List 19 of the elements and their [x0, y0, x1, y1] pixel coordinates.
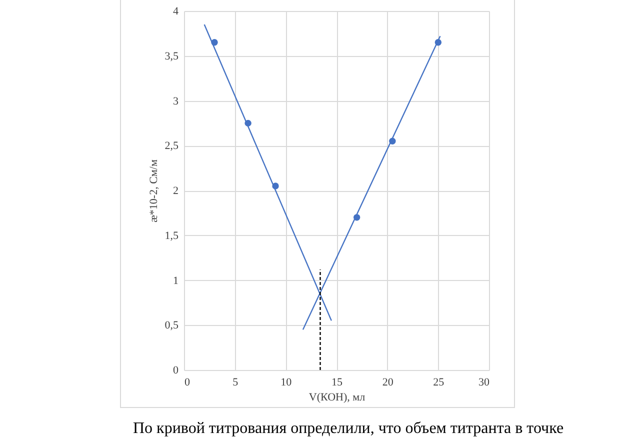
x-tick-label: 30 — [478, 376, 490, 388]
x-tick-label: 5 — [232, 376, 239, 388]
y-tick-label: 2,5 — [164, 140, 179, 152]
y-tick-label: 1,5 — [164, 230, 179, 242]
x-tick-label: 10 — [280, 376, 292, 388]
text: По кривой титрования определили, что объем титранта в точке — [133, 420, 564, 438]
y-tick-label: 0 — [173, 364, 179, 376]
y-tick-label: 3,5 — [164, 50, 179, 62]
x-tick-label: 15 — [332, 376, 343, 388]
x-tick-label: 25 — [433, 376, 445, 388]
x-tick-label: 0 — [184, 376, 190, 388]
y-tick-label: 1 — [173, 274, 178, 287]
y-tick-label: 0,5 — [164, 320, 179, 332]
y-tick-label: 3 — [173, 95, 179, 108]
y-axis-title: æ*10-2, См/м — [148, 160, 160, 222]
y-tick-label: 4 — [173, 6, 179, 18]
x-tick-label: 20 — [382, 376, 394, 388]
y-tick-label: 2 — [173, 185, 178, 197]
x-axis-title: V(КОН), мл — [308, 392, 366, 404]
